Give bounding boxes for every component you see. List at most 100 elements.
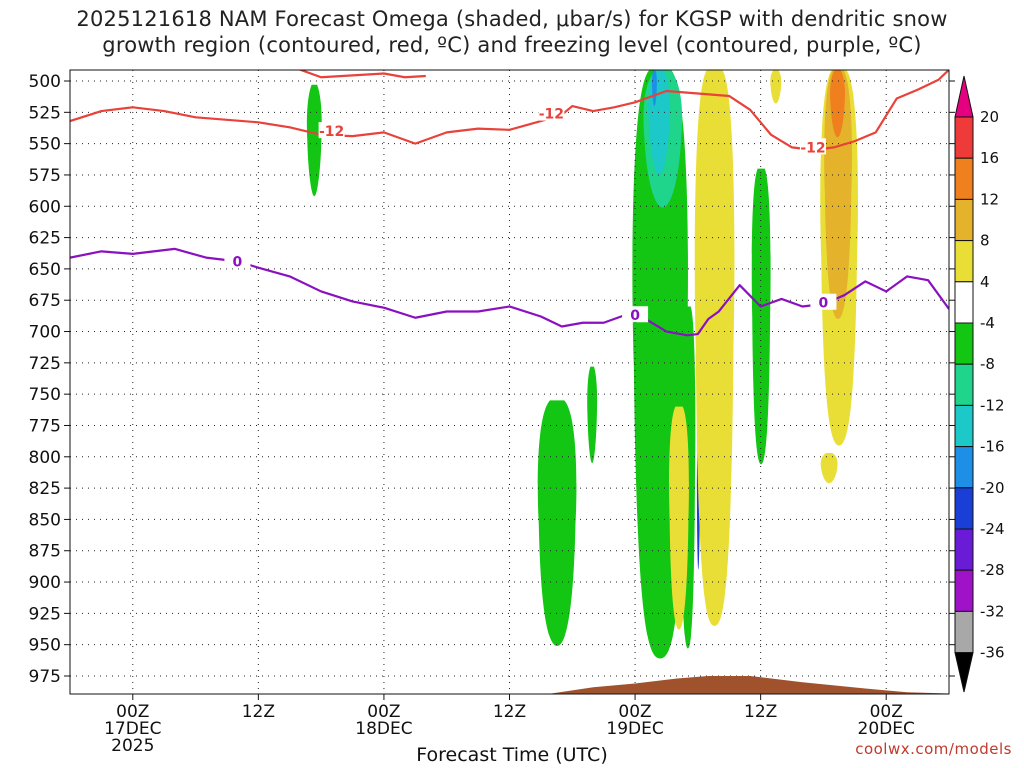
dgz-contour-label-0: -12 — [319, 124, 344, 140]
colorbar-label-13: -36 — [980, 644, 1005, 662]
colorbar-label-8: -16 — [980, 438, 1005, 456]
x-tick-label-30-0: 00Z — [367, 702, 400, 722]
omega-region-0 — [306, 84, 322, 197]
dgz-contour-line-upper — [299, 70, 426, 79]
y-tick-label-850: 850 — [29, 510, 61, 530]
y-tick-label-550: 550 — [29, 135, 61, 155]
x-tick-label-78-0: 00Z — [870, 702, 903, 722]
dgz-contour-label-2: -12 — [800, 140, 825, 156]
colorbar-swatch-8 — [954, 404, 974, 448]
y-tick-label-900: 900 — [29, 573, 61, 593]
freezing-contour-label-bg-0 — [224, 252, 251, 269]
omega-region-14 — [820, 453, 838, 484]
colorbar-swatch-1 — [954, 116, 974, 159]
colorbar-label-6: -8 — [980, 355, 995, 373]
colorbar-label-3: 8 — [980, 232, 990, 250]
omega-region-16 — [830, 70, 845, 138]
colorbar-swatch-6 — [954, 322, 974, 365]
x-tick-label-30-1: 18DEC — [355, 719, 412, 739]
title-line-2: growth region (contoured, red, ºC) and f… — [102, 33, 922, 57]
omega-shading — [306, 70, 858, 659]
colorbar-label-5: -4 — [980, 314, 995, 332]
y-tick-label-775: 775 — [29, 416, 61, 436]
y-tick-label-950: 950 — [29, 636, 61, 656]
dgz-contour-label-1: -12 — [539, 107, 564, 123]
omega-region-15 — [824, 70, 852, 319]
y-tick-label-500: 500 — [29, 72, 61, 92]
x-tick-label-6-2: 2025 — [111, 736, 154, 756]
colorbar-swatch-9 — [954, 446, 974, 489]
contour-layer: -12 -12 -12 0 0 0 — [70, 70, 949, 337]
y-tick-label-625: 625 — [29, 229, 61, 249]
x-tick-label-18-0: 12Z — [242, 702, 275, 722]
freezing-contour-label-bg-1 — [622, 306, 649, 323]
terrain-fill — [70, 676, 949, 694]
freezing-contour-label-1: 0 — [630, 308, 640, 324]
x-tick-label-6-0: 00Z — [116, 702, 149, 722]
colorbar-top-arrow — [954, 75, 974, 118]
y-tick-label-975: 975 — [29, 667, 61, 687]
y-axis: 500 525 550 575 600 625 650 675 700 725 750 775 800 8… — [29, 72, 955, 687]
y-tick-label-525: 525 — [29, 103, 61, 123]
omega-region-1 — [537, 400, 577, 646]
x-tick-label-6-1: 17DEC — [104, 719, 161, 739]
colorbar-label-1: 16 — [980, 149, 999, 167]
omega-region-10 — [694, 70, 735, 626]
colorbar-label-2: 12 — [980, 190, 999, 208]
colorbar-swatch-2 — [954, 157, 974, 200]
credit-text: coolwx.com/models — [855, 740, 1012, 758]
y-tick-label-575: 575 — [29, 166, 61, 186]
colorbar-label-12: -32 — [980, 602, 1005, 620]
colorbar-swatch-13 — [954, 610, 974, 654]
y-tick-label-825: 825 — [29, 479, 61, 499]
colorbar-swatch-4 — [954, 240, 974, 283]
y-tick-label-600: 600 — [29, 197, 61, 217]
y-tick-label-650: 650 — [29, 260, 61, 280]
y-tick-label-700: 700 — [29, 323, 61, 343]
y-tick-label-875: 875 — [29, 542, 61, 562]
omega-region-8 — [651, 70, 657, 107]
y-tick-label-725: 725 — [29, 354, 61, 374]
colorbar-label-7: -12 — [980, 396, 1005, 414]
omega-region-5 — [751, 168, 771, 465]
dgz-contour-line — [70, 70, 949, 151]
freezing-contour-label-0: 0 — [233, 254, 243, 270]
y-tick-label-675: 675 — [29, 291, 61, 311]
x-tick-label-78-1: 20DEC — [858, 719, 915, 739]
y-tick-label-800: 800 — [29, 448, 61, 468]
colorbar-swatch-11 — [954, 528, 974, 571]
colorbar-swatch-3 — [954, 198, 974, 242]
x-tick-label-42-0: 12Z — [493, 702, 526, 722]
colorbar-swatch-7 — [954, 363, 974, 406]
colorbar-label-11: -28 — [980, 561, 1005, 579]
colorbar-label-4: 4 — [980, 273, 990, 291]
colorbar-swatch-12 — [954, 569, 974, 612]
colorbar-label-10: -24 — [980, 520, 1005, 538]
x-tick-label-54-1: 19DEC — [606, 719, 663, 739]
terrain-layer — [70, 676, 949, 694]
y-tick-label-925: 925 — [29, 604, 61, 624]
dgz-contour-label-bg-0 — [318, 122, 345, 139]
dgz-contour-label-bg-1 — [538, 104, 565, 121]
colorbar-label-0: 20 — [980, 108, 999, 126]
freezing-contour-label-bg-2 — [810, 293, 837, 310]
title-line-1: 2025121618 NAM Forecast Omega (shaded, μ… — [76, 7, 948, 31]
omega-region-2 — [587, 366, 598, 464]
omega-region-11 — [669, 406, 689, 630]
colorbar-swatch-10 — [954, 487, 974, 530]
x-axis-label: Forecast Time (UTC) — [416, 744, 608, 766]
colorbar-label-9: -20 — [980, 479, 1005, 497]
chart-title: 2025121618 NAM Forecast Omega (shaded, μ… — [0, 6, 1024, 58]
y-tick-label-750: 750 — [29, 385, 61, 405]
colorbar-bottom-arrow — [954, 652, 974, 693]
freezing-contour-label-2: 0 — [819, 296, 829, 312]
colorbar-swatch-5 — [954, 281, 974, 324]
x-tick-label-66-0: 12Z — [744, 702, 777, 722]
dgz-contour-label-bg-2 — [799, 138, 826, 155]
omega-region-12 — [770, 70, 782, 104]
x-tick-label-54-0: 00Z — [618, 702, 651, 722]
colorbar: 20 16 12 8 4 -4 -8 -12 -16 -20 -24 -28 -32 -36 — [954, 75, 1005, 693]
grid-lines — [70, 70, 949, 694]
